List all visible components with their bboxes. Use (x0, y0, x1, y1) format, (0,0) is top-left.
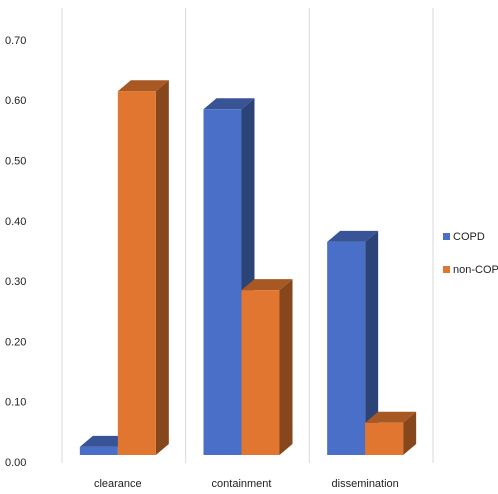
y-tick-label: 0.20 (5, 336, 26, 348)
x-tick-label: containment (212, 478, 272, 490)
bar (327, 230, 379, 455)
bar-front (327, 241, 366, 455)
bar-top (365, 411, 417, 423)
bar-side (403, 411, 417, 455)
bar-top (327, 230, 379, 242)
bar-front (203, 109, 242, 456)
legend-label: non-COPD (453, 264, 498, 276)
y-tick-label: 0.10 (5, 397, 26, 409)
y-tick-label: 0.40 (5, 216, 26, 228)
legend-swatch (443, 233, 450, 240)
y-tick-label: 0.00 (5, 457, 26, 469)
legend-swatch (443, 266, 450, 273)
bar-top (203, 98, 255, 110)
bar-front (365, 422, 404, 455)
bar-front (79, 446, 118, 455)
y-tick-label: 0.50 (5, 155, 26, 167)
x-tick-label: dissemination (332, 478, 399, 490)
bar-front (117, 91, 156, 455)
y-tick-label: 0.60 (5, 95, 26, 107)
x-tick-label: clearance (94, 478, 142, 490)
bar-front (241, 290, 280, 455)
bar-top (241, 279, 293, 291)
bar (365, 411, 417, 455)
bar-side (365, 230, 379, 455)
bar-side (279, 279, 293, 455)
legend-label: COPD (453, 231, 485, 243)
bar-top (117, 80, 169, 92)
bar (117, 80, 169, 455)
bar (241, 279, 293, 455)
y-tick-label: 0.30 (5, 276, 26, 288)
y-tick-label: 0.70 (5, 35, 26, 47)
bar-side (155, 80, 169, 455)
